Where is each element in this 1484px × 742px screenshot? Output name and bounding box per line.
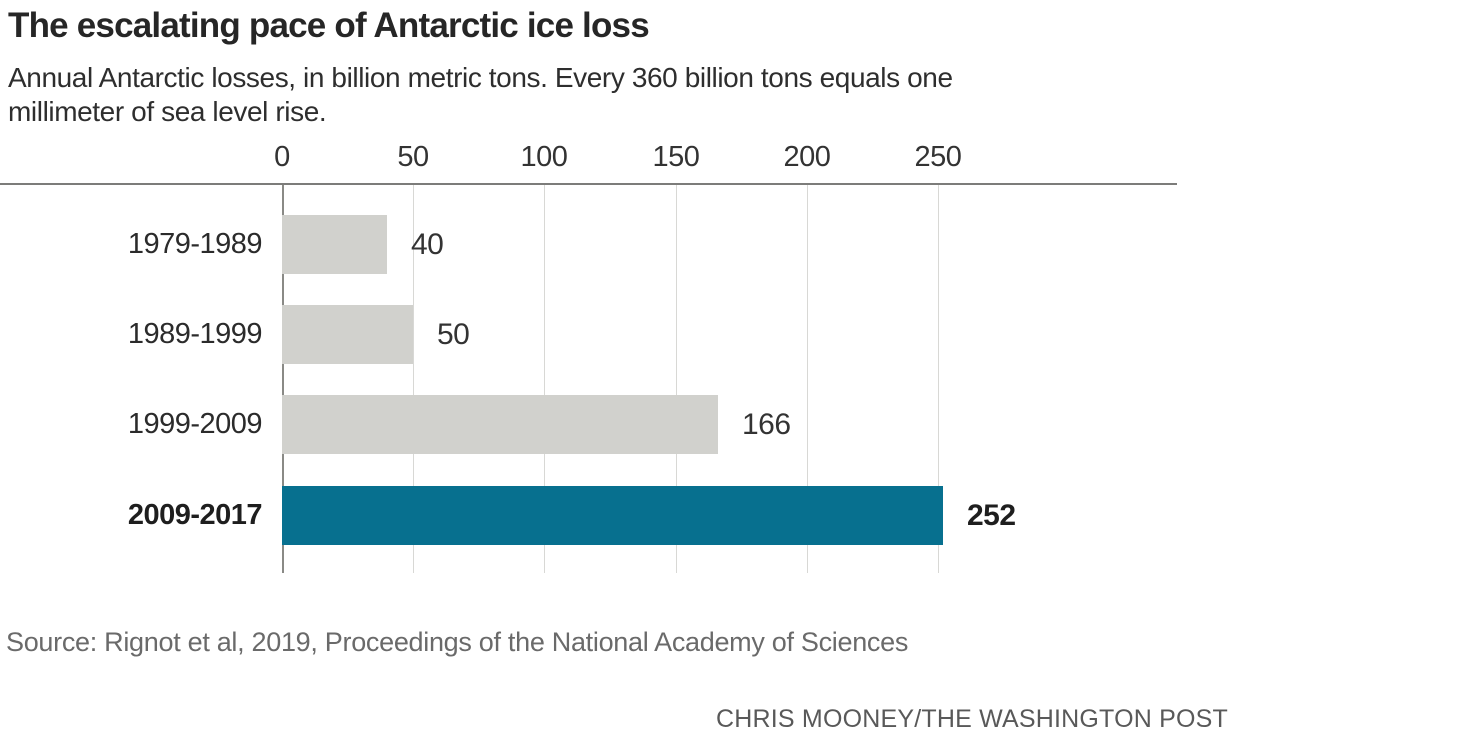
- gridline: [676, 185, 677, 573]
- bar: [282, 486, 943, 545]
- value-label: 50: [437, 318, 470, 351]
- x-axis-tick-label: 150: [652, 141, 700, 173]
- bar-row: 1999-2009 166: [0, 395, 1484, 454]
- bar-row: 1989-1999 50: [0, 305, 1484, 364]
- source-note: Source: Rignot et al, 2019, Proceedings …: [6, 627, 909, 657]
- bar-row: 2009-2017 252: [0, 486, 1484, 545]
- bar: [282, 215, 387, 274]
- gridline: [544, 185, 545, 573]
- gridline: [807, 185, 808, 573]
- chart-title: The escalating pace of Antarctic ice los…: [8, 6, 650, 45]
- x-axis-line: [0, 183, 1177, 185]
- subtitle-line-2: millimeter of sea level rise.: [8, 96, 327, 127]
- value-label: 166: [742, 408, 791, 441]
- x-axis-tick-label: 200: [783, 141, 831, 173]
- bar: [282, 395, 718, 454]
- gridline: [413, 185, 414, 573]
- value-label: 40: [411, 228, 444, 261]
- subtitle-line-1: Annual Antarctic losses, in billion metr…: [8, 62, 953, 93]
- chart-subtitle: Annual Antarctic losses, in billion metr…: [8, 61, 953, 129]
- bar: [282, 305, 413, 364]
- value-label: 252: [967, 499, 1016, 532]
- zero-baseline: [282, 185, 284, 573]
- x-axis-tick-label: 100: [520, 141, 568, 173]
- gridline: [938, 185, 939, 573]
- x-axis-tick-label: 50: [397, 141, 429, 173]
- x-axis-tick-label: 0: [274, 141, 290, 173]
- category-label: 1999-2009: [127, 408, 263, 440]
- category-label: 1979-1989: [127, 228, 263, 260]
- category-label: 2009-2017: [127, 499, 263, 531]
- byline-credit: CHRIS MOONEY/THE WASHINGTON POST: [716, 705, 1228, 733]
- x-axis-tick-label: 250: [914, 141, 962, 173]
- bar-row: 1979-1989 40: [0, 215, 1484, 274]
- category-label: 1989-1999: [127, 318, 263, 350]
